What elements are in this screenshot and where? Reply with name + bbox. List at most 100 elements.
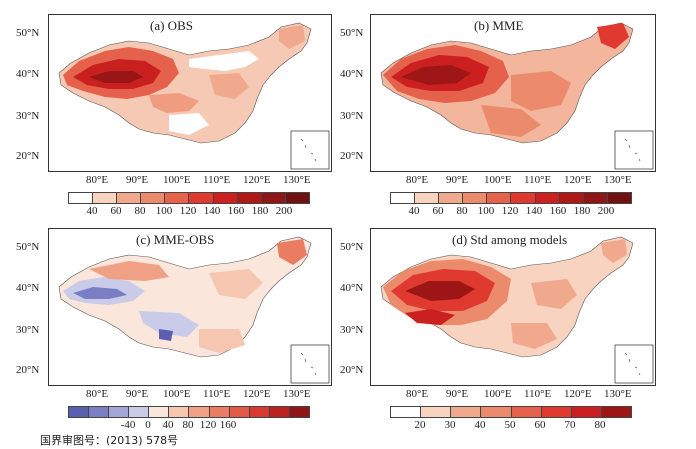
colorbar-label: 160	[227, 205, 245, 217]
colorbar-label: 60	[110, 205, 122, 217]
lon-label: 120°E	[564, 174, 592, 186]
colorbar-segment	[451, 407, 482, 417]
panel-a: (a) OBS 50°N 40°N 30°N 20°N 80°E 90°E 10…	[0, 0, 348, 218]
colorbar-label: 80	[182, 419, 194, 431]
mid-region-2	[481, 105, 541, 137]
colorbar-segment	[165, 193, 190, 203]
lat-label: 30°N	[16, 324, 40, 336]
colorbar-segment	[415, 193, 440, 203]
colorbar-label: 180	[251, 205, 269, 217]
colorbar-label: 180	[573, 205, 591, 217]
colorbar-label: 30	[444, 419, 456, 431]
colorbar-segment	[149, 407, 170, 417]
colorbar-label: 80	[134, 205, 146, 217]
lon-label: 120°E	[243, 174, 271, 186]
colorbar-segment	[391, 407, 422, 417]
colorbar-segment	[89, 407, 110, 417]
panel-title: (d) Std among models	[452, 232, 568, 247]
hot-region-4	[405, 309, 455, 325]
lon-label: 90°E	[446, 174, 469, 186]
lon-label: 100°E	[484, 174, 512, 186]
white-region-2	[169, 113, 209, 135]
cool-region-4	[159, 329, 173, 341]
colorbar-segment	[391, 193, 416, 203]
colorbar-segment	[209, 407, 230, 417]
colorbar-label: 100	[477, 205, 495, 217]
colorbar-segment	[93, 193, 118, 203]
map-d	[380, 236, 654, 384]
lon-label: 110°E	[203, 174, 231, 186]
lon-label: 80°E	[406, 174, 429, 186]
colorbar-label: 40	[408, 205, 420, 217]
colorbar-label: 0	[145, 419, 151, 431]
cool-region-3	[139, 311, 199, 337]
colorbar-label: 140	[203, 205, 221, 217]
panel-title: (b) MME	[474, 18, 524, 33]
colorbar-label: 70	[564, 419, 576, 431]
colorbar	[390, 406, 632, 418]
lon-label: 80°E	[86, 174, 109, 186]
panel-c: (c) MME-OBS 50°N 40°N 30°N 20°N 80°E 90°…	[0, 218, 348, 432]
lat-label: 20°N	[16, 150, 40, 162]
lat-label: 20°N	[340, 364, 364, 376]
colorbar-segment	[559, 193, 584, 203]
colorbar-segment	[571, 407, 602, 417]
colorbar-segment	[109, 407, 130, 417]
colorbar-label: 20	[414, 419, 426, 431]
lon-label: 80°E	[406, 388, 429, 400]
mid-region	[511, 71, 571, 111]
colorbar-label: 40	[162, 419, 174, 431]
colorbar-segment	[481, 407, 512, 417]
colorbar-segment	[189, 193, 214, 203]
colorbar-segment	[607, 193, 631, 203]
warm-region-ne	[277, 239, 307, 265]
hot-region-ne	[597, 23, 629, 49]
inset-box	[614, 344, 654, 384]
map-frame-a	[48, 14, 332, 172]
panel-title: (a) OBS	[150, 18, 193, 33]
lat-label: 40°N	[16, 282, 40, 294]
colorbar-label: 100	[155, 205, 173, 217]
lon-label: 130°E	[283, 174, 311, 186]
lon-label: 110°E	[203, 388, 231, 400]
lon-label: 100°E	[163, 174, 191, 186]
colorbar-segment	[169, 407, 190, 417]
colorbar-segment	[69, 193, 94, 203]
colorbar-segment	[511, 407, 542, 417]
inset-box	[290, 130, 330, 170]
panel-b: (b) MME 50°N 40°N 30°N 20°N 80°E 90°E 10…	[340, 0, 696, 218]
lat-label: 50°N	[16, 27, 40, 39]
map-c	[58, 236, 330, 384]
white-region	[189, 51, 259, 71]
colorbar-segment	[269, 407, 290, 417]
colorbar-segment	[117, 193, 142, 203]
mid-region-2	[511, 323, 557, 349]
colorbar-segment	[285, 193, 309, 203]
lon-label: 130°E	[604, 388, 632, 400]
colorbar-label: 140	[525, 205, 543, 217]
lat-label: 50°N	[16, 241, 40, 253]
inset-islands	[624, 352, 641, 376]
colorbar-label: 80	[594, 419, 606, 431]
mid-region	[149, 93, 199, 113]
colorbar-segment	[535, 193, 560, 203]
colorbar-segment	[229, 407, 250, 417]
colorbar-segment	[583, 193, 608, 203]
inset-islands	[300, 352, 317, 376]
lat-label: 20°N	[16, 364, 40, 376]
warm-region-3	[199, 329, 245, 353]
colorbar-label: 120	[501, 205, 519, 217]
colorbar-label: 60	[534, 419, 546, 431]
colorbar-label: 60	[432, 205, 444, 217]
lon-label: 130°E	[604, 174, 632, 186]
lon-label: 90°E	[446, 388, 469, 400]
hot-region-3	[401, 65, 471, 85]
colorbar-segment	[249, 407, 270, 417]
colorbar-label: 200	[597, 205, 615, 217]
map-frame-b	[370, 14, 656, 172]
lon-label: 120°E	[243, 388, 271, 400]
colorbar-segment	[289, 407, 309, 417]
colorbar-label: 40	[86, 205, 98, 217]
colorbar-segment	[261, 193, 286, 203]
colorbar-label: 120	[199, 419, 217, 431]
